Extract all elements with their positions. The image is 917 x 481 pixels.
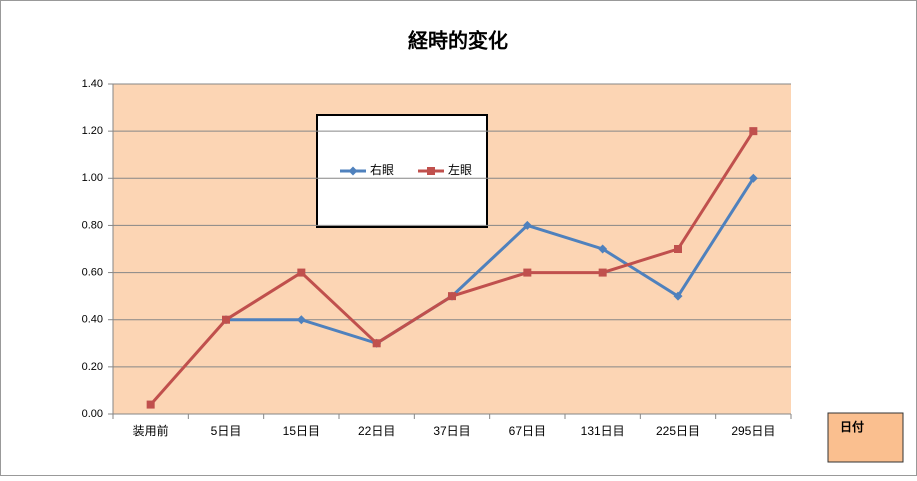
x-axis-title: 日付 bbox=[840, 419, 864, 434]
x-tick-label: 15日目 bbox=[283, 424, 320, 438]
marker bbox=[448, 292, 456, 301]
legend-marker bbox=[348, 166, 358, 176]
chart-title: 経時的変化 bbox=[408, 28, 508, 52]
y-tick-label: 0.00 bbox=[82, 408, 103, 420]
x-axis-title-box bbox=[827, 412, 904, 463]
marker bbox=[748, 173, 758, 183]
legend-label: 左眼 bbox=[448, 162, 472, 177]
series-line bbox=[226, 177, 755, 345]
y-tick-label: 0.80 bbox=[82, 219, 103, 231]
marker bbox=[222, 315, 230, 324]
marker bbox=[296, 315, 306, 325]
x-tick-label: 37日目 bbox=[433, 424, 470, 438]
y-tick-label: 1.00 bbox=[82, 172, 103, 184]
marker bbox=[372, 339, 381, 348]
marker bbox=[674, 245, 682, 253]
marker bbox=[598, 244, 608, 254]
marker bbox=[598, 268, 607, 277]
x-tick-label: 225日目 bbox=[656, 424, 700, 438]
y-tick-label: 1.40 bbox=[82, 78, 103, 90]
y-tick-label: 1.20 bbox=[82, 125, 103, 137]
legend-label: 右眼 bbox=[370, 162, 394, 177]
marker bbox=[146, 400, 155, 409]
x-tick-label: 67日目 bbox=[509, 424, 546, 438]
x-tick-label: 295日目 bbox=[731, 424, 775, 438]
marker bbox=[523, 268, 532, 277]
legend-marker bbox=[427, 167, 435, 175]
y-tick-label: 0.60 bbox=[82, 266, 103, 278]
y-tick-label: 0.40 bbox=[82, 314, 103, 326]
y-tick-label: 0.20 bbox=[82, 361, 103, 373]
x-tick-label: 装用前 bbox=[133, 423, 169, 438]
x-tick-label: 5日目 bbox=[211, 424, 242, 438]
marker bbox=[522, 220, 532, 230]
x-tick-label: 22日目 bbox=[358, 424, 395, 438]
x-tick-label: 131日目 bbox=[581, 424, 625, 438]
marker bbox=[297, 268, 306, 277]
marker bbox=[749, 127, 758, 136]
marker bbox=[673, 291, 683, 301]
